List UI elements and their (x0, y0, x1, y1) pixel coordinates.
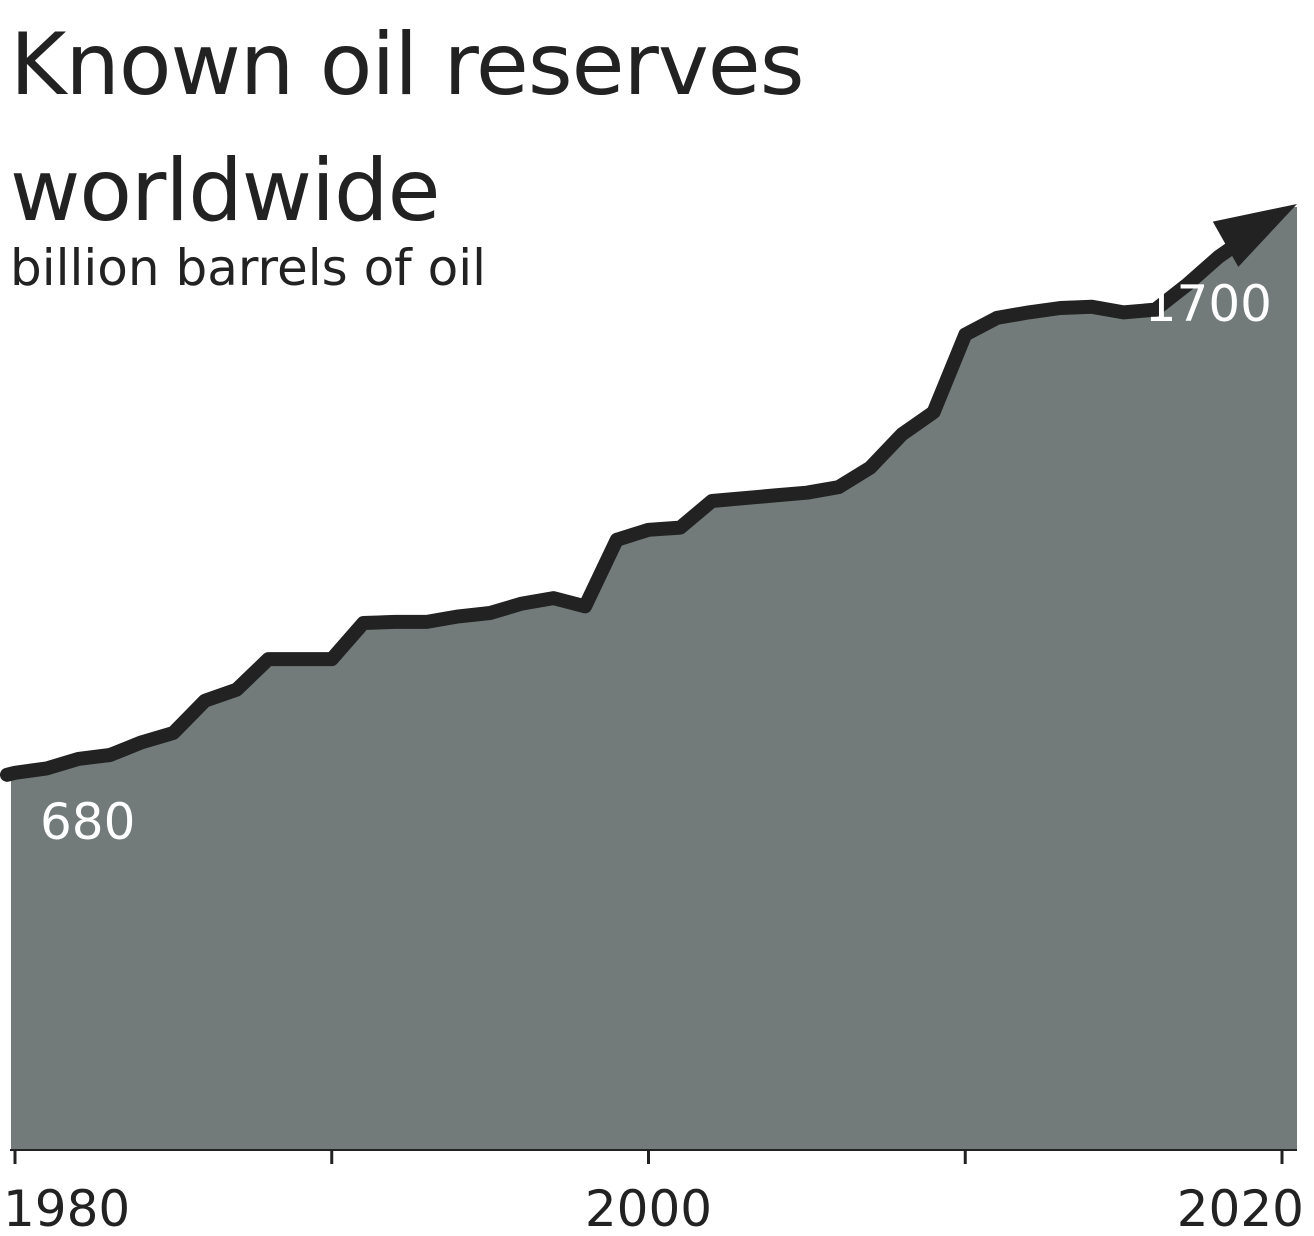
chart-subtitle: billion barrels of oil (10, 239, 487, 297)
x-tick-label: 2000 (585, 1180, 712, 1236)
area-fill (11, 207, 1297, 1150)
series-arrowhead (1212, 204, 1297, 267)
chart-title: Known oil reserves worldwide (10, 15, 805, 241)
annotation-end-value: 1700 (1145, 275, 1272, 333)
x-tick-label: 1980 (3, 1180, 130, 1236)
series-line (0, 215, 1272, 782)
annotation-start-value: 680 (40, 793, 135, 851)
x-tick-label: 2020 (1177, 1180, 1304, 1236)
